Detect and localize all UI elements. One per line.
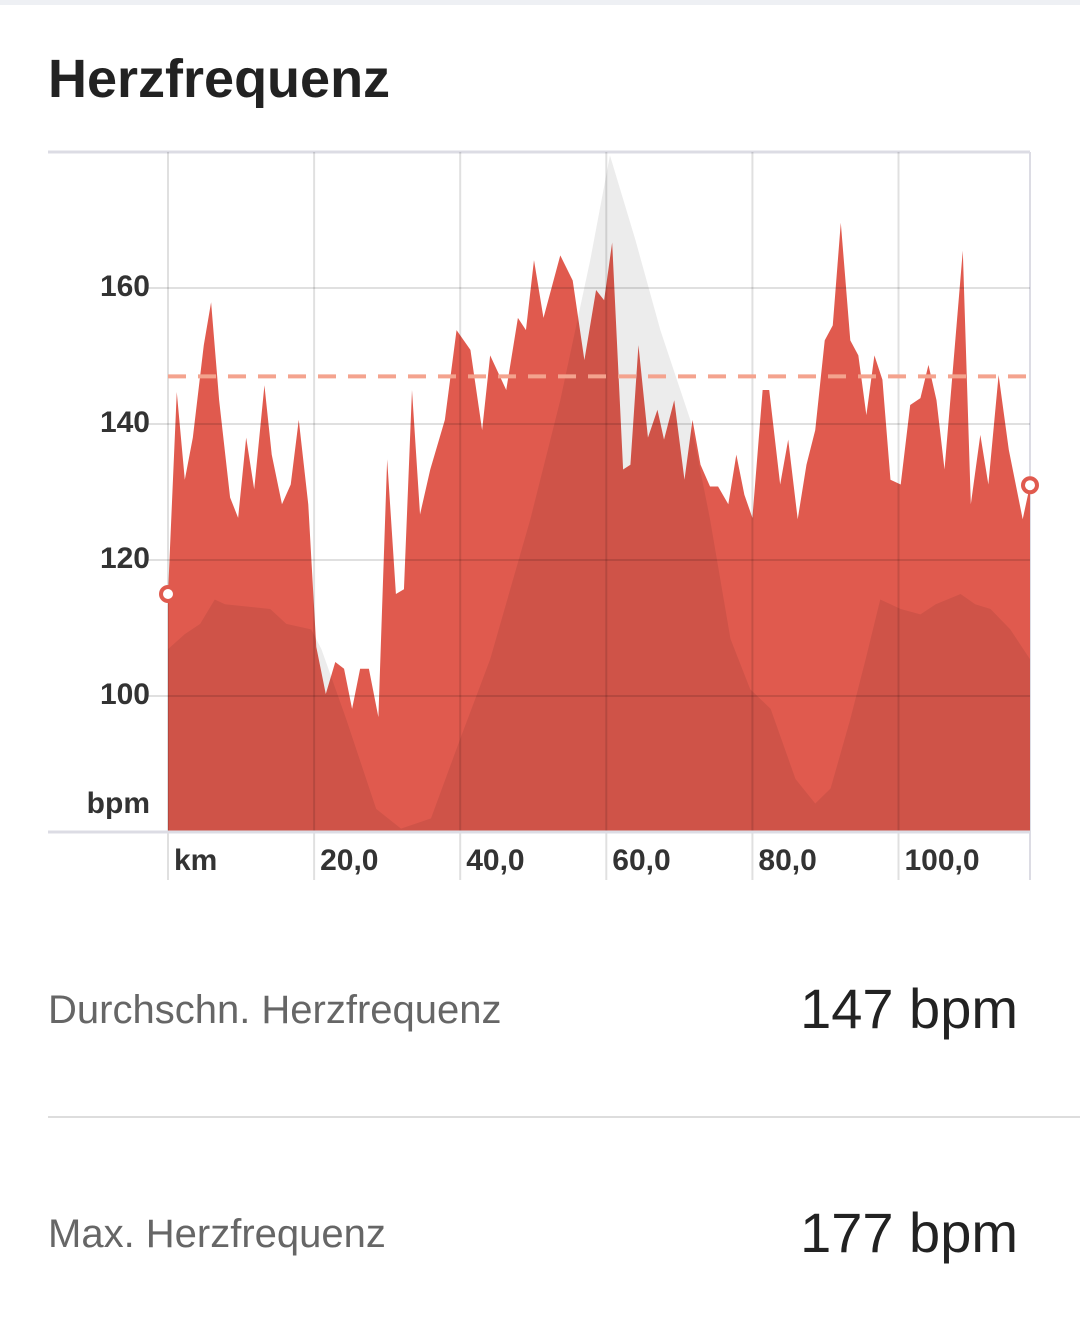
x-tick-label: 60,0 xyxy=(612,844,670,877)
x-tick-label: 80,0 xyxy=(758,844,816,877)
stat-label: Max. Herzfrequenz xyxy=(48,1212,386,1256)
top-bar xyxy=(0,0,1080,5)
x-tick-label: 100,0 xyxy=(905,844,980,877)
x-tick-label: 40,0 xyxy=(466,844,524,877)
end-marker xyxy=(159,585,177,603)
x-tick-label: km xyxy=(174,844,217,877)
y-tick-label: 160 xyxy=(100,270,150,303)
area xyxy=(168,155,1030,832)
y-unit-label: bpm xyxy=(87,787,150,820)
stat-value: 177 bpm xyxy=(800,1201,1018,1264)
stat-row: Durchschn. Herzfrequenz 147 bpm xyxy=(48,970,1018,1050)
x-tick-label: 20,0 xyxy=(320,844,378,877)
divider xyxy=(48,1116,1080,1118)
y-tick-label: 140 xyxy=(100,406,150,439)
stat-row: Max. Herzfrequenz 177 bpm xyxy=(48,1194,1018,1274)
y-tick-label: 100 xyxy=(100,678,150,711)
y-tick-label: 120 xyxy=(100,542,150,575)
section-title: Herzfrequenz xyxy=(48,49,391,109)
stat-value: 147 bpm xyxy=(800,977,1018,1040)
stat-label: Durchschn. Herzfrequenz xyxy=(48,988,502,1032)
end-marker xyxy=(1021,476,1039,495)
